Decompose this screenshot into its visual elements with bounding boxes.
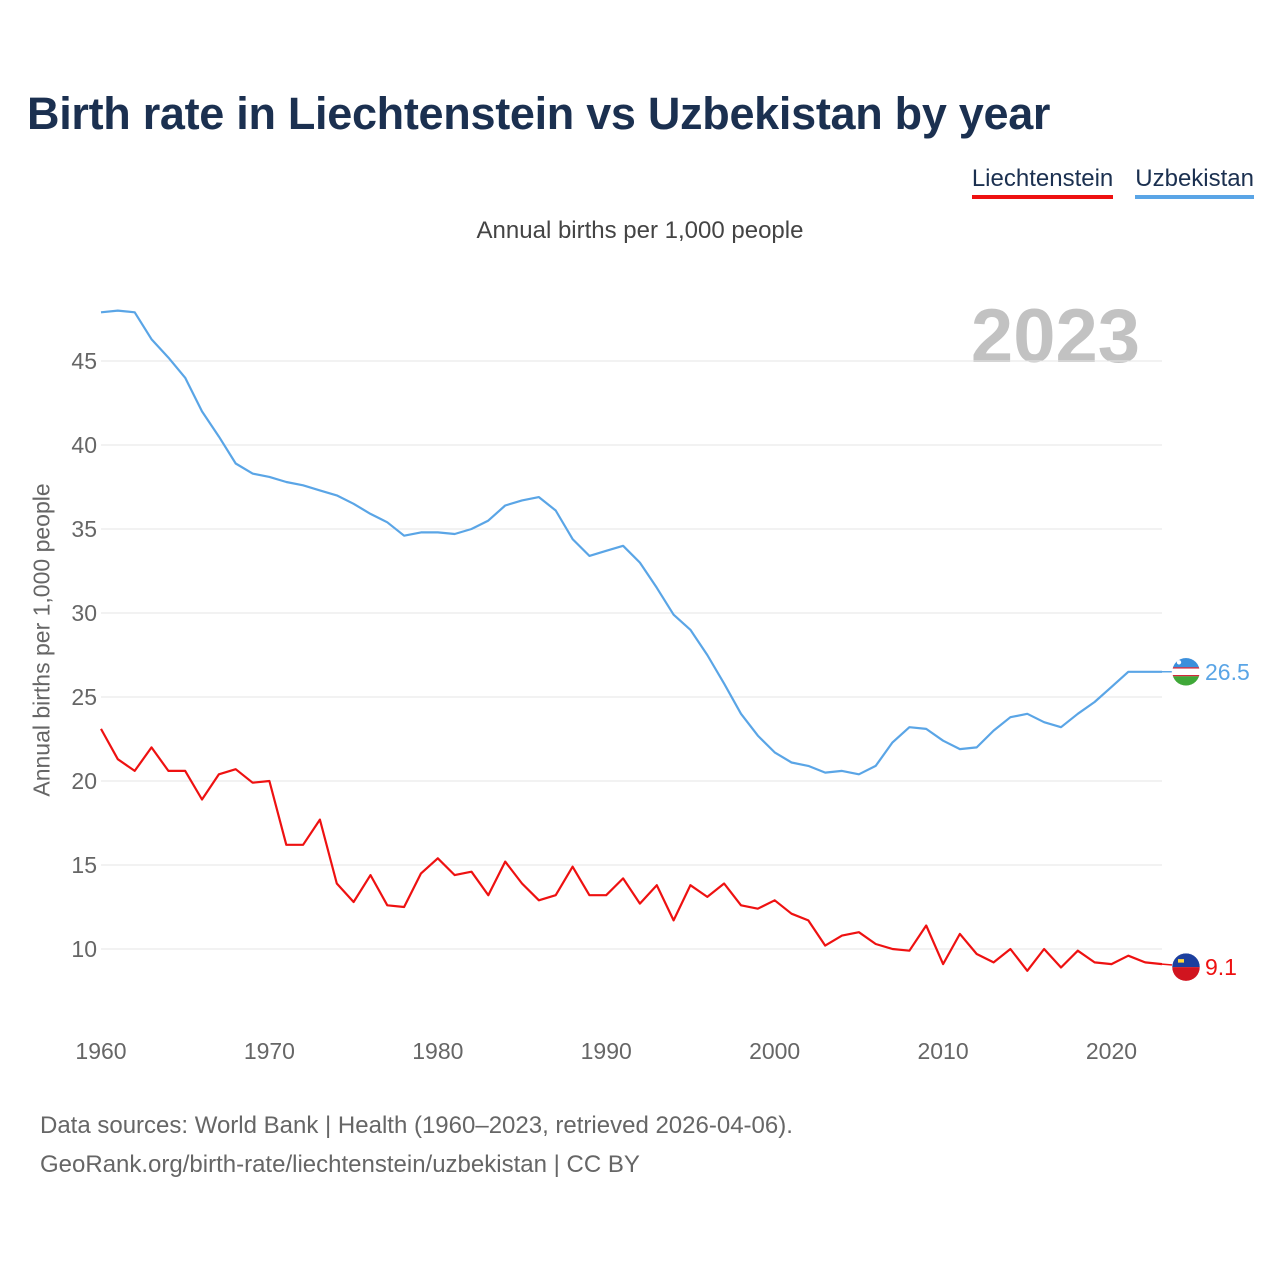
y-tick-label: 45 (71, 348, 97, 374)
x-tick-label: 1970 (244, 1038, 295, 1064)
x-tick-label: 1960 (75, 1038, 126, 1064)
y-tick-label: 10 (71, 936, 97, 962)
legend-item-uzbekistan[interactable]: Uzbekistan (1135, 164, 1254, 199)
end-label-liechtenstein: 9.1 (1205, 954, 1237, 980)
x-axis-ticks: 1960 1970 1980 1990 2000 2010 2020 (75, 1038, 1137, 1064)
y-tick-label: 20 (71, 768, 97, 794)
y-tick-label: 15 (71, 852, 97, 878)
line-chart: 10 15 20 25 30 35 40 45 1960 1970 1980 1990 2000 201… (71, 309, 1250, 1064)
y-tick-label: 25 (71, 684, 97, 710)
legend-item-liechtenstein[interactable]: Liechtenstein (971, 164, 1114, 199)
grid-lines (101, 360, 1162, 950)
legend: Liechtenstein Uzbekistan (971, 164, 1254, 199)
end-labels: 9.1 26.5 (1171, 657, 1250, 982)
footer-url[interactable]: GeoRank.org/birth-rate/liechtenstein/uzb… (40, 1151, 640, 1178)
x-tick-label: 1990 (581, 1038, 632, 1064)
y-tick-label: 35 (71, 516, 97, 542)
x-tick-label: 1980 (412, 1038, 463, 1064)
flag-uzbekistan-icon (1171, 657, 1201, 687)
series-line-uzbekistan (100, 309, 1162, 776)
x-tick-label: 2020 (1086, 1038, 1137, 1064)
y-tick-label: 30 (71, 600, 97, 626)
year-badge: 2023 (970, 294, 1140, 379)
flag-liechtenstein-icon (1171, 952, 1201, 982)
footer: Data sources: World Bank | Health (1960–… (40, 1106, 793, 1184)
y-tick-label: 40 (71, 432, 97, 458)
end-label-uzbekistan: 26.5 (1205, 659, 1250, 685)
chart-subtitle: Annual births per 1,000 people (476, 217, 804, 244)
series-line-liechtenstein (100, 728, 1163, 972)
series-lines (100, 309, 1187, 972)
y-axis-ticks: 10 15 20 25 30 35 40 45 (71, 348, 97, 962)
x-tick-label: 2000 (749, 1038, 800, 1064)
chart-title: Birth rate in Liechtenstein vs Uzbekista… (27, 88, 1051, 139)
footer-source: Data sources: World Bank | Health (1960–… (40, 1112, 793, 1139)
x-tick-label: 2010 (917, 1038, 968, 1064)
